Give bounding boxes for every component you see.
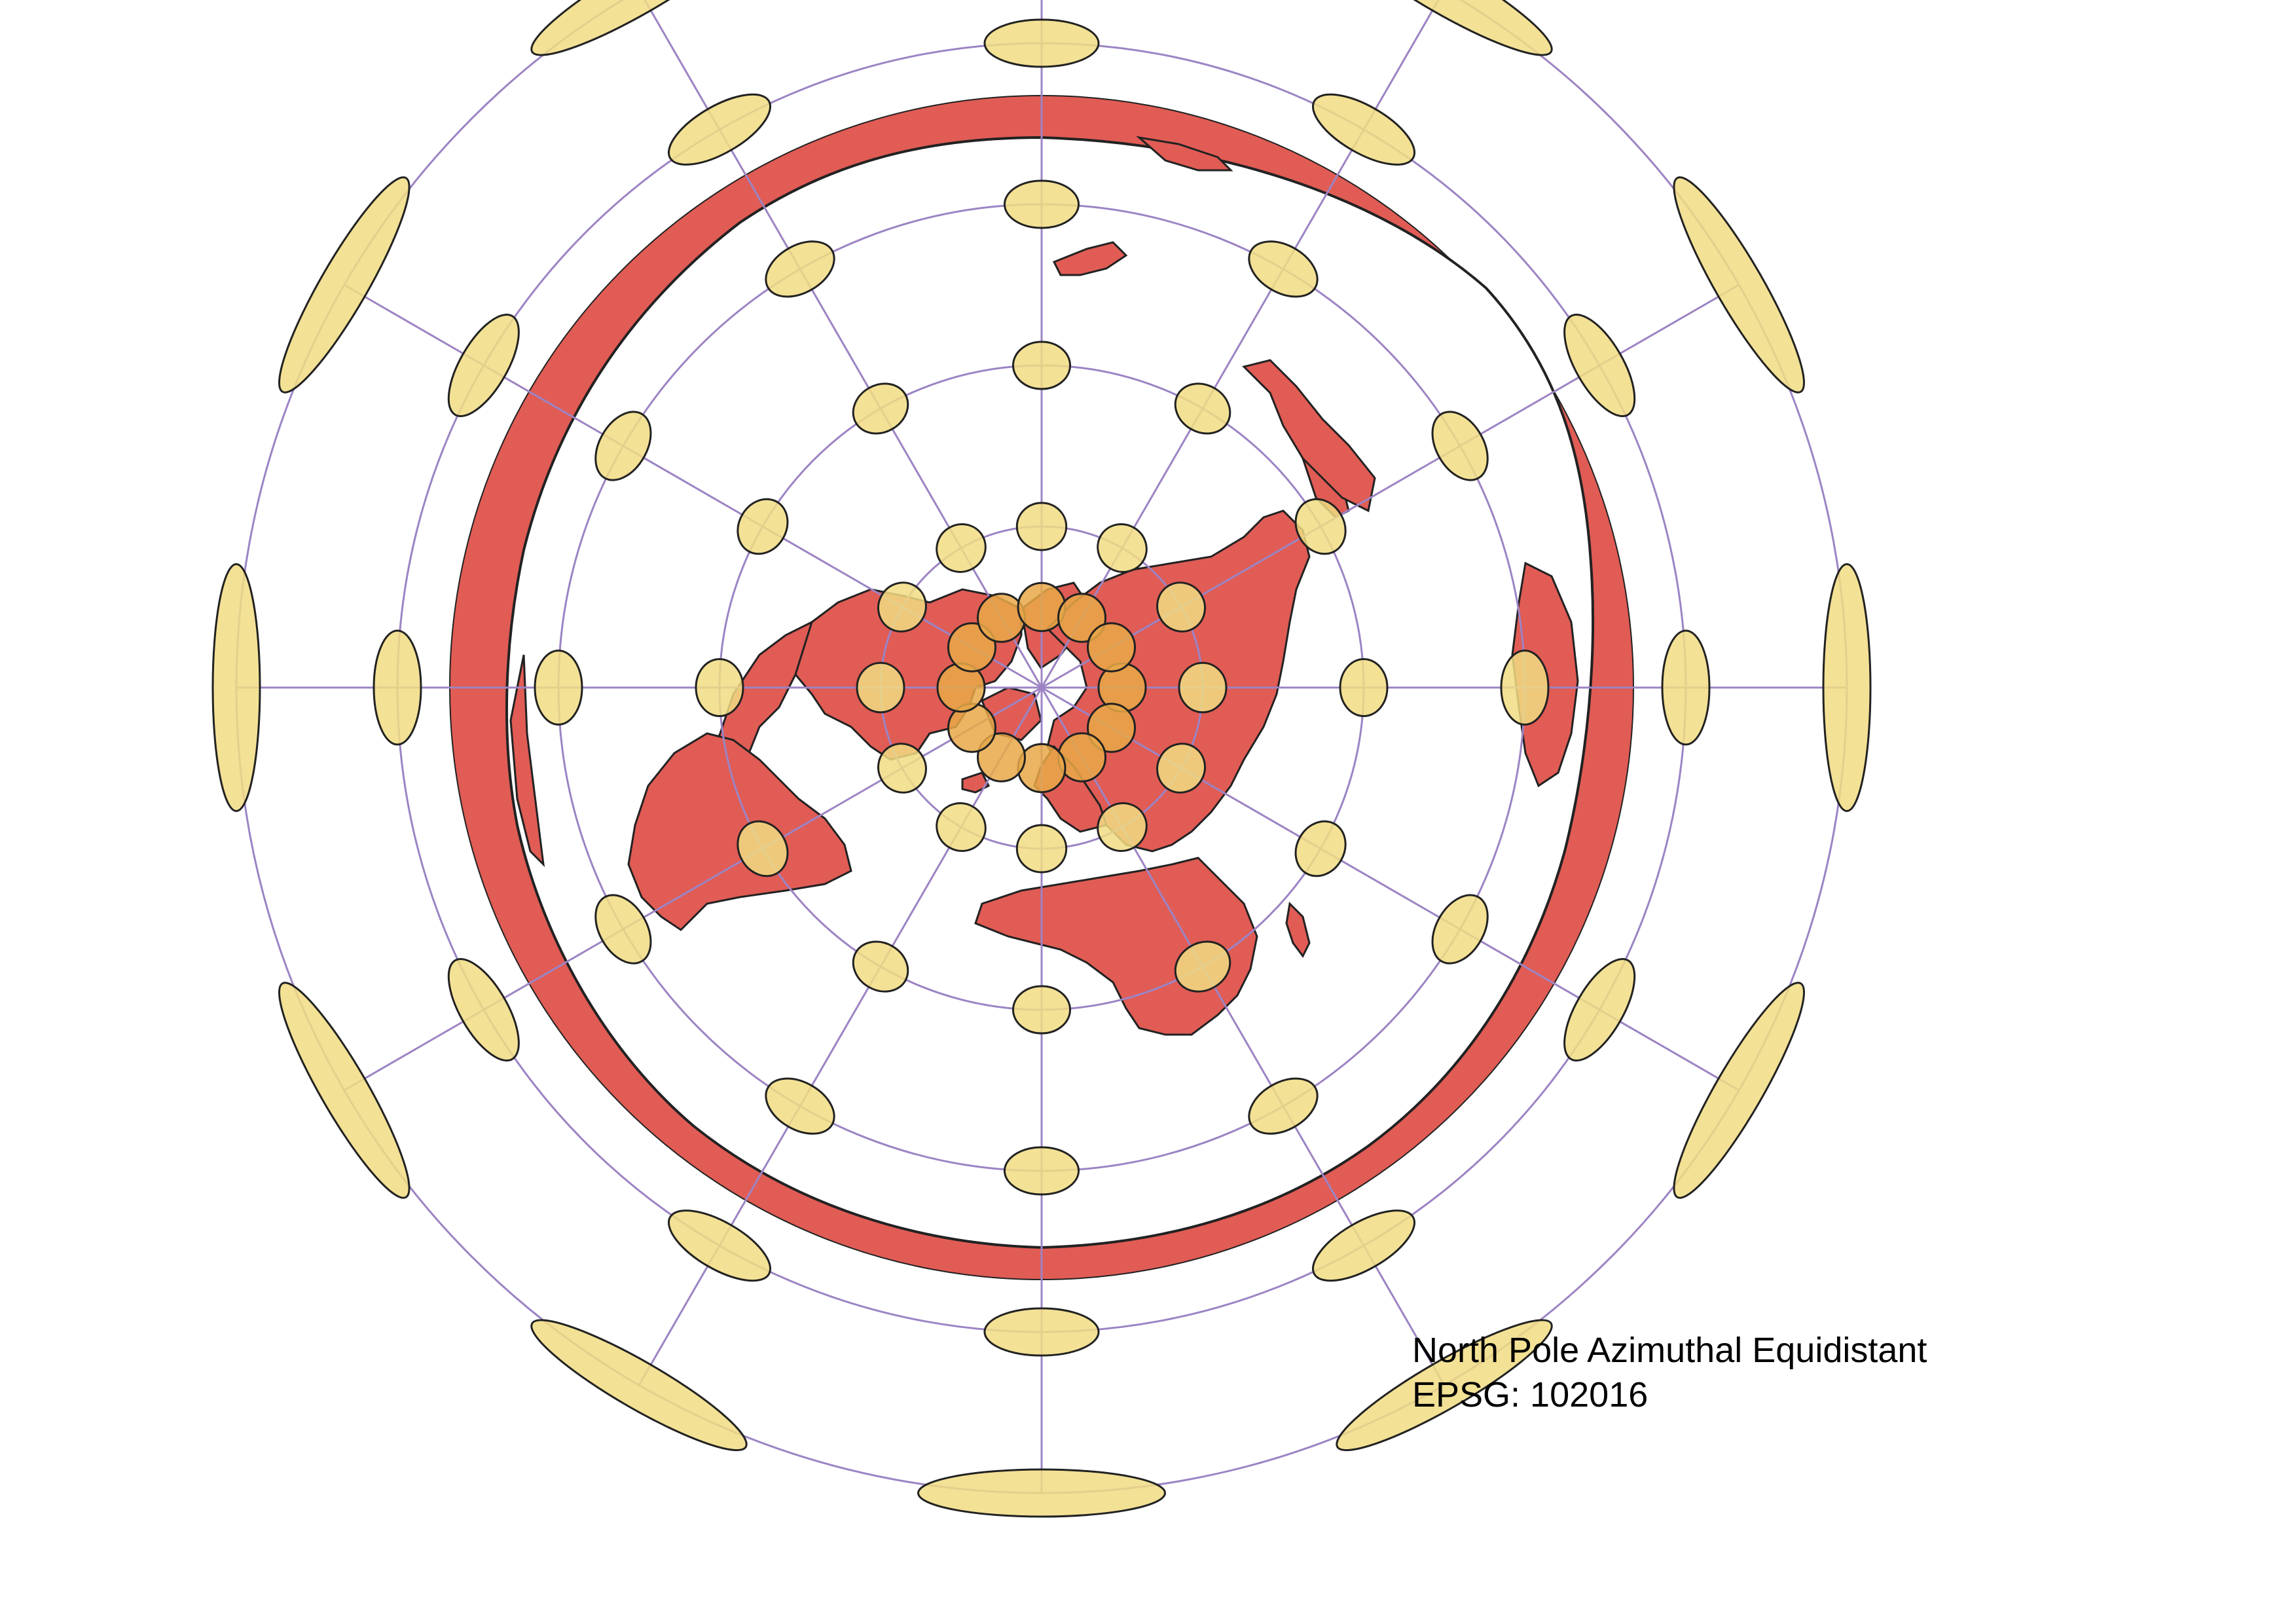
tissot-ellipse bbox=[594, 894, 652, 965]
tissot-ellipse bbox=[594, 411, 652, 481]
antarctic-coast-west bbox=[509, 654, 545, 868]
graticule-meridian bbox=[644, 0, 1043, 688]
graticule-meridian bbox=[638, 687, 1043, 1386]
tissot-ellipse bbox=[534, 649, 583, 726]
tissot-ellipse bbox=[530, 1319, 748, 1451]
tissot-ellipse bbox=[1097, 523, 1148, 573]
tissot-ellipse bbox=[1311, 93, 1416, 166]
tissot-ellipse bbox=[1248, 1077, 1319, 1135]
graticule-meridian bbox=[344, 284, 1042, 689]
land-layer bbox=[509, 136, 1579, 1036]
tissot-ellipse bbox=[1015, 824, 1068, 874]
tissot-ellipse bbox=[852, 940, 909, 993]
tissot-ellipse bbox=[1087, 622, 1137, 673]
tissot-ellipse bbox=[1015, 502, 1068, 551]
graticule-meridian bbox=[1040, 0, 1440, 688]
graticule-meridian bbox=[1041, 686, 1740, 1092]
tissot-ellipse bbox=[447, 313, 520, 418]
tissot-ellipse bbox=[1003, 179, 1080, 229]
tissot-ellipse bbox=[695, 657, 744, 718]
kamchatka bbox=[1242, 359, 1376, 513]
tissot-ellipse bbox=[977, 732, 1026, 783]
tissot-ellipse bbox=[936, 523, 987, 573]
projection-name: North Pole Azimuthal Equidistant bbox=[1412, 1331, 1927, 1370]
tissot-layer bbox=[211, 0, 1872, 1518]
new-zealand bbox=[1136, 136, 1233, 172]
tissot-ellipse bbox=[1336, 1319, 1553, 1451]
tissot-ellipse bbox=[1431, 894, 1489, 965]
tissot-ellipse bbox=[667, 1209, 772, 1282]
tissot-ellipse bbox=[917, 1468, 1166, 1518]
wrangel-island bbox=[1052, 241, 1128, 276]
tissot-ellipse bbox=[1822, 563, 1872, 812]
tissot-ellipse bbox=[1087, 703, 1137, 753]
tissot-ellipse bbox=[983, 18, 1100, 68]
tissot-ellipse bbox=[936, 802, 987, 852]
graticule-meridian bbox=[1040, 687, 1446, 1386]
tissot-ellipse bbox=[1097, 802, 1148, 852]
madagascar bbox=[1285, 901, 1311, 958]
tissot-ellipse bbox=[1294, 820, 1347, 877]
tissot-ellipse bbox=[983, 1307, 1100, 1357]
tissot-ellipse bbox=[1336, 0, 1553, 56]
tissot-ellipse bbox=[765, 240, 835, 298]
tissot-ellipse bbox=[765, 1077, 835, 1135]
graticule-meridian bbox=[1041, 284, 1740, 689]
tissot-ellipse bbox=[737, 820, 789, 877]
tissot-ellipse bbox=[1003, 1146, 1080, 1196]
tissot-ellipse bbox=[1339, 657, 1389, 718]
tissot-ellipse bbox=[667, 93, 772, 166]
tissot-ellipse bbox=[1011, 985, 1072, 1035]
tissot-ellipse bbox=[1174, 382, 1231, 435]
tissot-ellipse bbox=[1156, 581, 1206, 633]
tissot-ellipse bbox=[1673, 982, 1805, 1199]
tissot-ellipse bbox=[1431, 411, 1489, 481]
tissot-ellipse bbox=[1661, 629, 1711, 746]
tissot-ellipse bbox=[1294, 498, 1347, 555]
graticule-meridian bbox=[344, 686, 1042, 1092]
tissot-ellipse bbox=[278, 176, 410, 394]
map-caption: North Pole Azimuthal Equidistant EPSG: 1… bbox=[1412, 1328, 1927, 1417]
tissot-ellipse bbox=[447, 957, 520, 1062]
epsg-code: EPSG: 102016 bbox=[1412, 1375, 1649, 1414]
tissot-ellipse bbox=[530, 0, 748, 56]
tissot-ellipse bbox=[1500, 649, 1550, 726]
tissot-ellipse bbox=[1011, 341, 1072, 390]
tissot-ellipse bbox=[1563, 313, 1636, 418]
tissot-ellipse bbox=[1248, 240, 1319, 298]
tissot-ellipse bbox=[1057, 593, 1106, 643]
africa bbox=[974, 857, 1258, 1036]
tissot-ellipse bbox=[1311, 1209, 1416, 1282]
tissot-ellipse bbox=[373, 629, 422, 746]
tissot-ellipse bbox=[1563, 957, 1636, 1062]
tissot-ellipse bbox=[211, 563, 261, 812]
tissot-ellipse bbox=[1178, 661, 1228, 714]
tissot-ellipse bbox=[1156, 743, 1206, 794]
tissot-ellipse bbox=[877, 581, 927, 633]
tissot-ellipse bbox=[852, 382, 909, 435]
tissot-ellipse bbox=[737, 498, 789, 555]
tissot-ellipse bbox=[947, 622, 996, 673]
tissot-ellipse bbox=[856, 661, 905, 714]
tissot-ellipse bbox=[877, 743, 927, 794]
tissot-ellipse bbox=[1174, 940, 1231, 993]
tissot-ellipse bbox=[1673, 176, 1805, 394]
tissot-ellipse bbox=[278, 982, 410, 1199]
